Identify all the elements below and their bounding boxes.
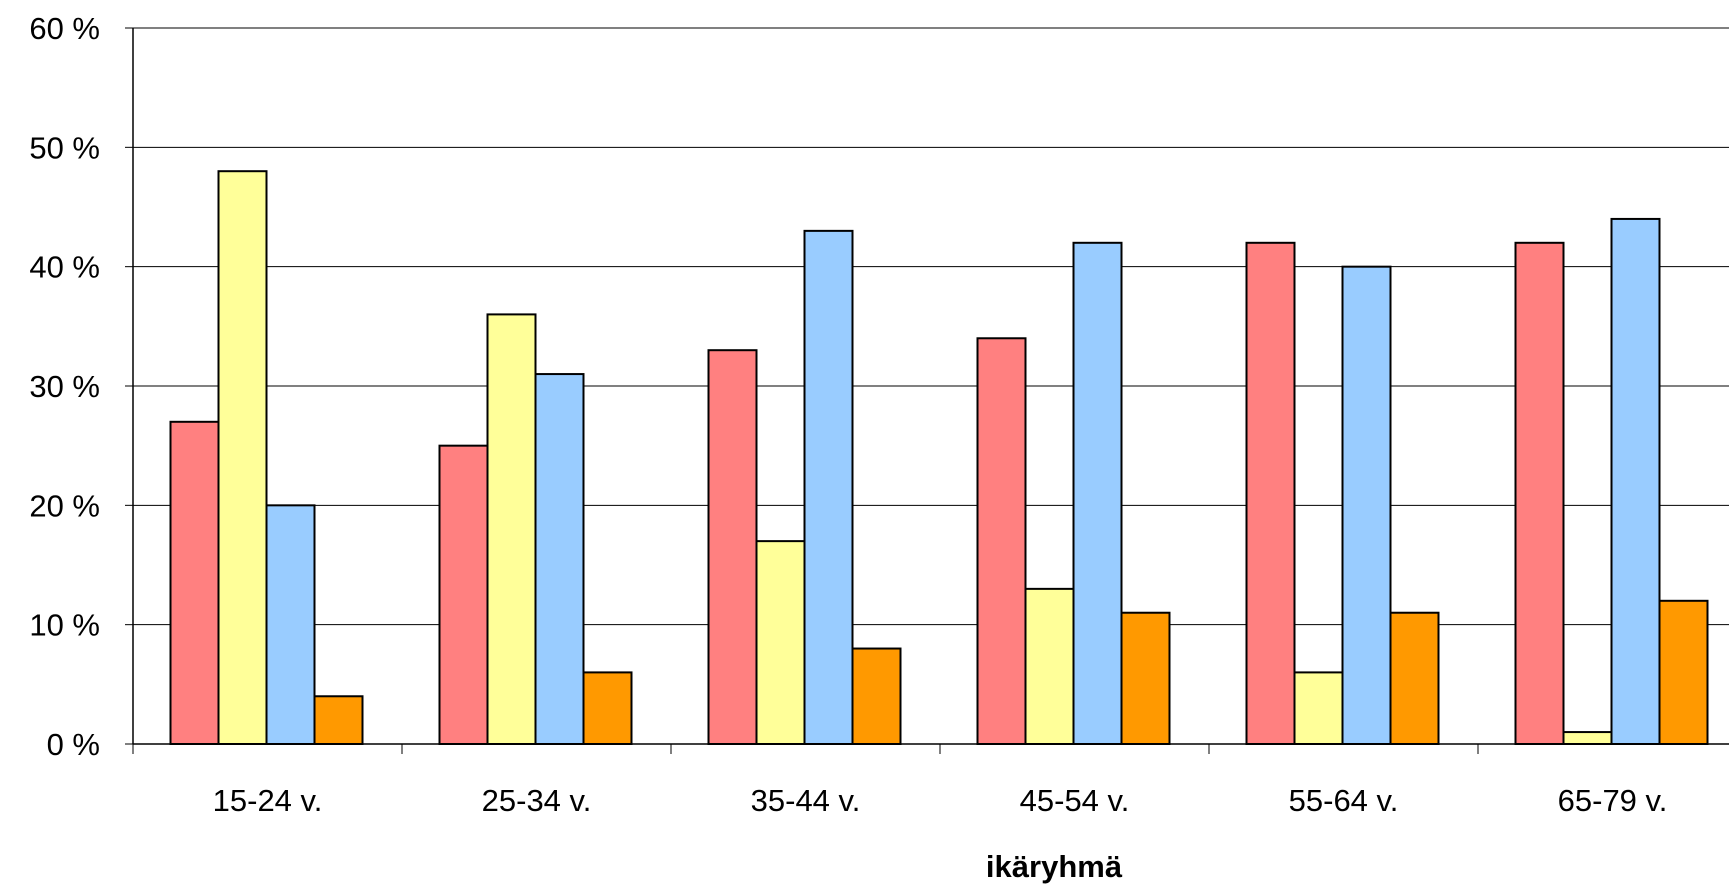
bar: [438, 444, 489, 745]
bar: [217, 170, 268, 745]
bar: [851, 647, 902, 745]
bar: [803, 229, 854, 746]
bar: [1120, 611, 1171, 745]
bars: [169, 170, 1709, 746]
bar: [976, 337, 1027, 745]
bar: [1341, 265, 1392, 745]
x-tick-label: 25-34 v.: [482, 783, 592, 818]
y-tick-label: 60 %: [29, 11, 100, 46]
y-tick-label: 10 %: [29, 608, 100, 643]
bar: [486, 313, 537, 745]
x-axis-title: ikäryhmä: [986, 849, 1123, 884]
bar: [1245, 241, 1296, 746]
bar: [1072, 241, 1123, 746]
bar: [1293, 671, 1344, 746]
y-tick-label: 0 %: [47, 727, 100, 762]
bar: [1024, 587, 1075, 745]
bar: [1658, 599, 1709, 745]
bar: [1389, 611, 1440, 745]
y-tick-label: 40 %: [29, 250, 100, 285]
x-tick-label: 55-64 v.: [1289, 783, 1399, 818]
bar: [534, 373, 585, 745]
bar: [169, 420, 220, 745]
y-tick-label: 50 %: [29, 130, 100, 165]
bar: [582, 671, 633, 746]
bar: [265, 504, 316, 746]
x-tick-label: 15-24 v.: [213, 783, 323, 818]
axes: [125, 27, 1729, 754]
bar: [313, 695, 364, 745]
x-tick-label: 35-44 v.: [751, 783, 861, 818]
x-tick-label: 65-79 v.: [1558, 783, 1668, 818]
tick-labels: 0 % 10 % 20 % 30 % 40 % 50 % 60 % 15-24 v. 25-34…: [29, 11, 1667, 818]
x-tick-label: 45-54 v.: [1020, 783, 1130, 818]
bar: [1514, 241, 1565, 746]
bar: [1610, 217, 1661, 745]
y-tick-label: 20 %: [29, 488, 100, 523]
gridlines: [133, 27, 1729, 626]
bar: [755, 540, 806, 746]
y-tick-label: 30 %: [29, 369, 100, 404]
bar: [707, 349, 758, 745]
bar: [1562, 731, 1613, 745]
